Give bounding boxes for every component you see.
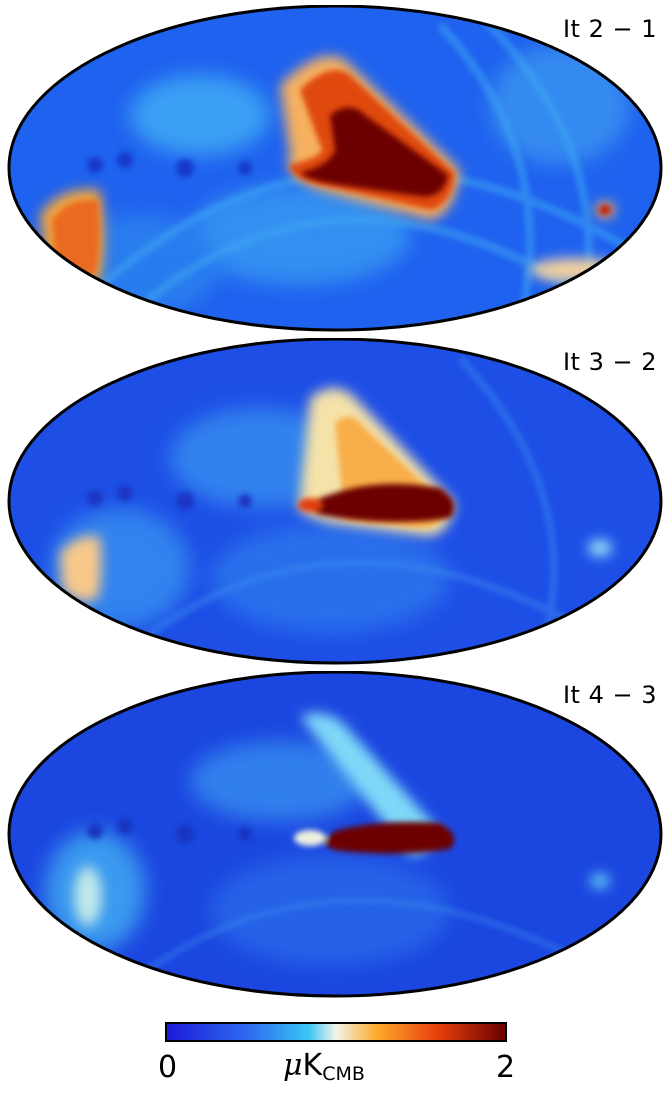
mollweide-map-3	[7, 671, 663, 998]
colorbar-gradient	[165, 1022, 507, 1042]
map-boundary-1	[7, 5, 663, 332]
panel-label-2: It 3 − 2	[562, 348, 657, 376]
map-boundary-3	[7, 671, 663, 998]
unit-main: K	[302, 1048, 323, 1083]
panel-label-1: It 2 − 1	[562, 15, 657, 43]
mollweide-map-1	[7, 5, 663, 332]
sky-map-panel-2: It 3 − 2	[0, 338, 665, 668]
colorbar-max-label: 2	[496, 1050, 516, 1085]
colorbar-unit-label: μKCMB	[283, 1048, 365, 1085]
mollweide-map-2	[7, 338, 663, 665]
unit-prefix: μ	[283, 1048, 303, 1083]
colorbar-legend: 0 μKCMB 2	[0, 1010, 665, 1093]
sky-map-panel-3: It 4 − 3	[0, 671, 665, 1001]
colorbar-min-label: 0	[158, 1050, 178, 1085]
unit-sub: CMB	[322, 1063, 365, 1085]
sky-map-panel-1: It 2 − 1	[0, 5, 665, 335]
map-boundary-2	[7, 338, 663, 665]
panel-label-3: It 4 − 3	[562, 681, 657, 709]
